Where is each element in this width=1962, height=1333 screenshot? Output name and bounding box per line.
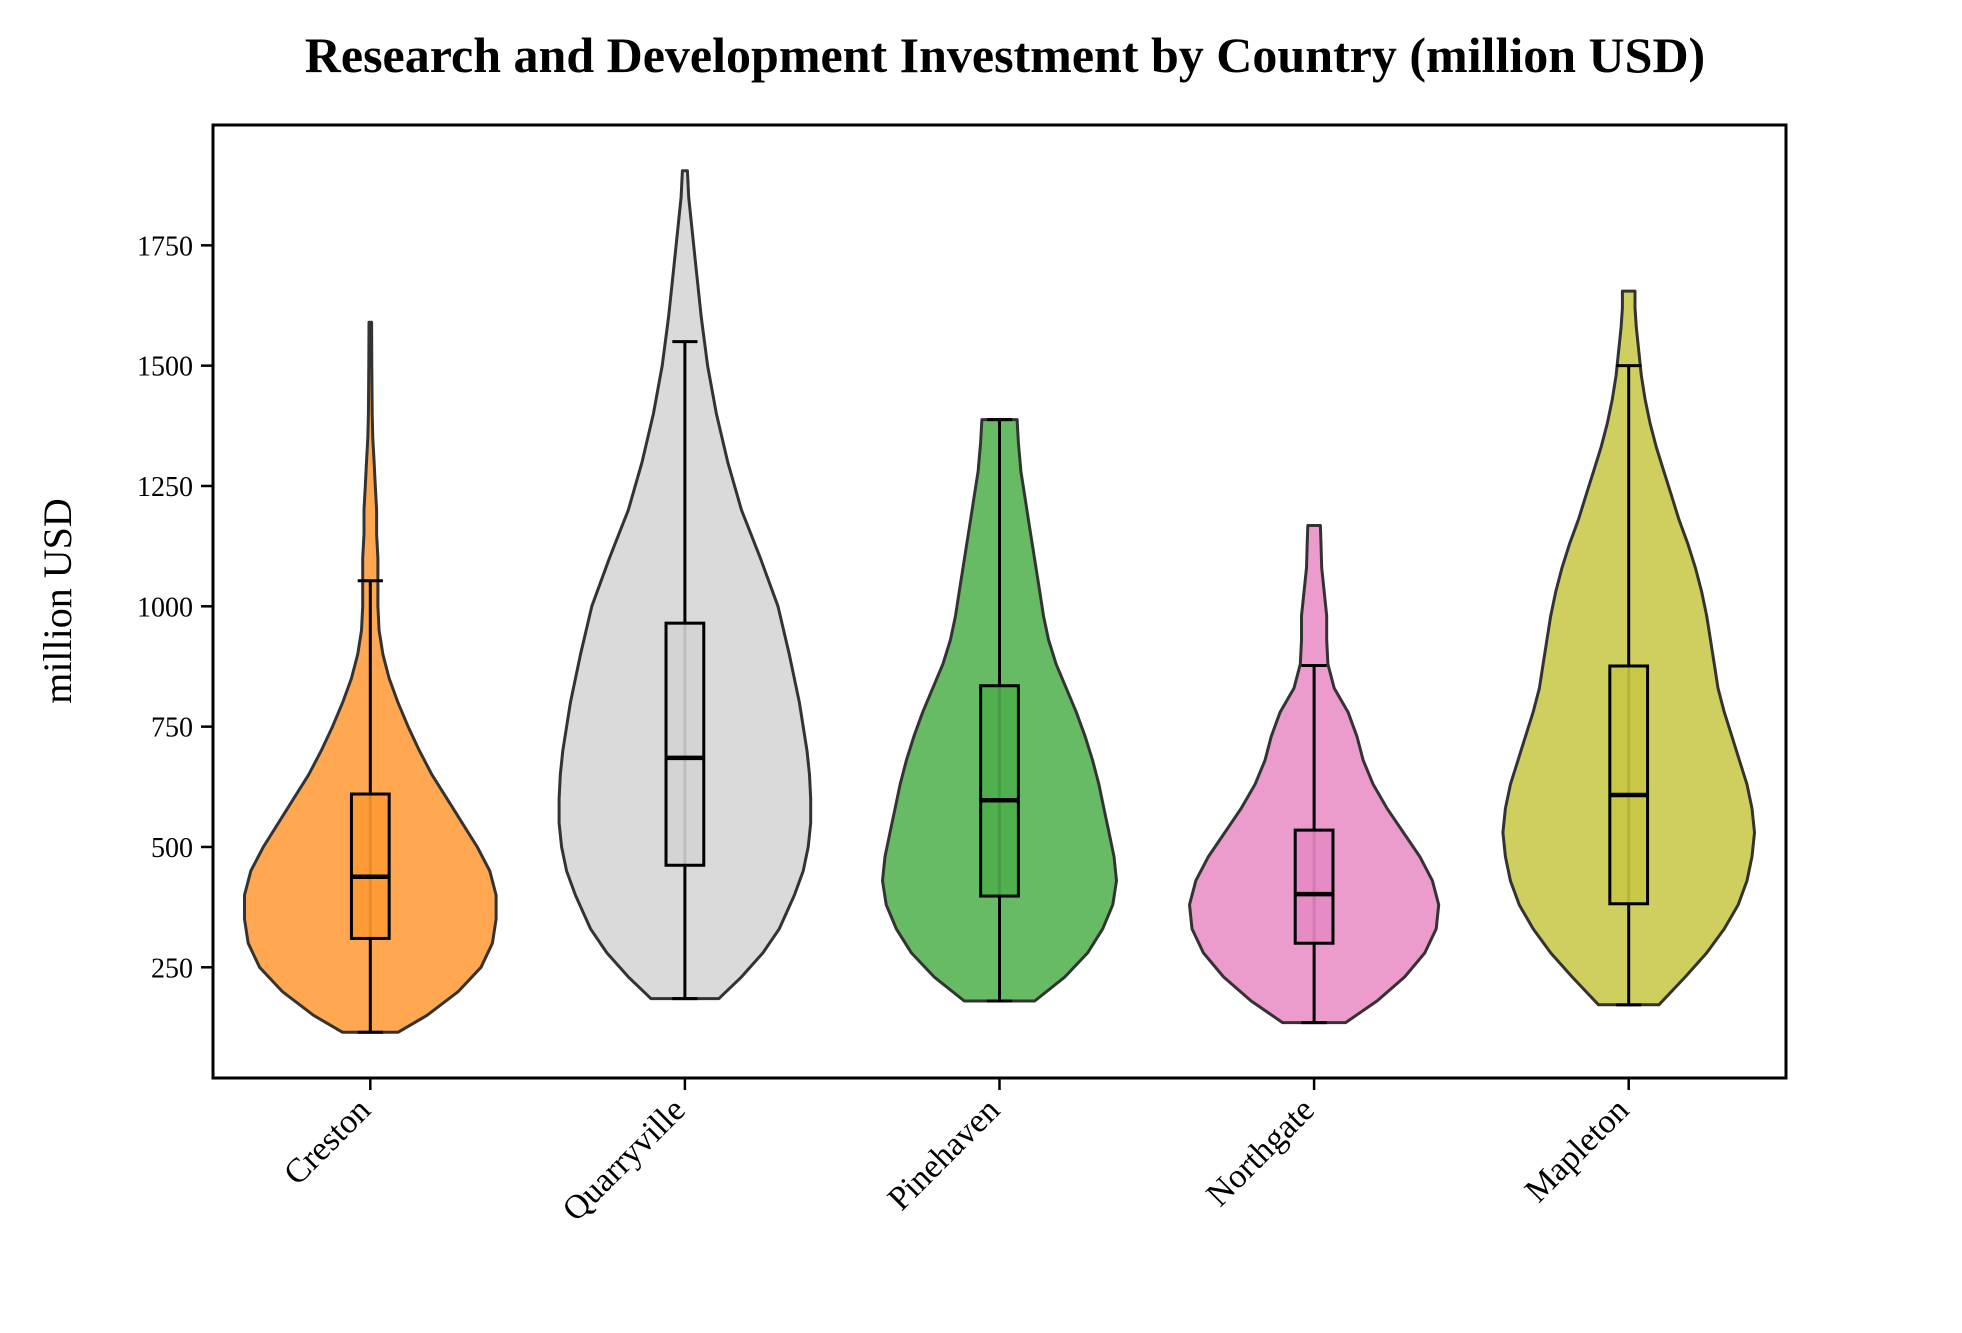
box-northgate: [1293, 828, 1335, 945]
x-tick-label-northgate: Northgate: [1199, 1091, 1321, 1213]
x-tick-label-pinehaven: Pinehaven: [881, 1091, 1007, 1217]
x-axis: Creston Quarryville Pinehaven Northgate Mapl…: [277, 1078, 1636, 1228]
violin-group-creston: [243, 320, 498, 1034]
y-tick-label: 750: [151, 713, 193, 744]
x-tick-label-creston: Creston: [277, 1091, 378, 1192]
y-tick-label: 250: [151, 953, 193, 984]
y-tick-label: 1250: [137, 472, 193, 503]
box-quarryville: [664, 621, 706, 867]
violin-group-quarryville: [557, 169, 813, 1001]
x-tick-label-mapleton: Mapleton: [1518, 1091, 1636, 1209]
x-tick-label-quarryville: Quarryville: [556, 1091, 693, 1228]
violin-group-mapleton: [1501, 289, 1756, 1007]
y-tick-label: 1000: [137, 592, 193, 623]
box-creston: [349, 792, 391, 940]
y-tick-label: 1750: [137, 231, 193, 262]
violin-group-pinehaven: [881, 418, 1118, 1003]
box-mapleton: [1608, 664, 1650, 906]
y-axis-label: million USD: [35, 498, 80, 704]
y-tick-label: 500: [151, 833, 193, 864]
plot-area: [243, 169, 1756, 1034]
y-tick-label: 1500: [137, 352, 193, 383]
box-pinehaven: [979, 684, 1020, 898]
violin-group-northgate: [1188, 524, 1441, 1025]
chart-title: Research and Development Investment by C…: [305, 27, 1705, 83]
y-axis: 250 500 750 1000 1250 1500 1750: [137, 231, 213, 984]
